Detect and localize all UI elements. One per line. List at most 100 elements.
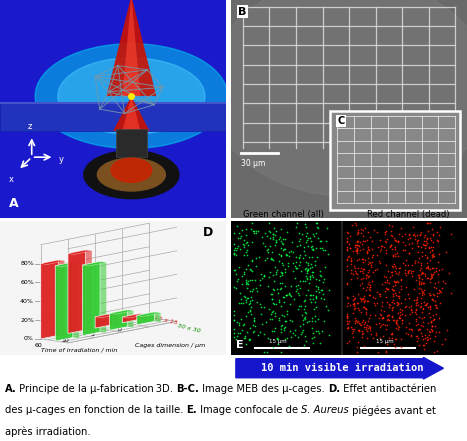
Point [387, 242, 394, 249]
Point [391, 250, 398, 257]
Point [426, 220, 434, 227]
Point [319, 279, 327, 286]
Point [400, 260, 407, 267]
Text: E: E [236, 340, 243, 350]
Point [377, 306, 385, 313]
Point [247, 307, 254, 314]
Point [299, 255, 306, 262]
Polygon shape [68, 250, 85, 333]
Point [364, 245, 371, 252]
Point [428, 322, 436, 329]
Point [350, 300, 358, 307]
Point [276, 234, 284, 241]
Point [425, 243, 432, 250]
Point [230, 247, 237, 254]
Point [235, 321, 243, 329]
Point [386, 243, 393, 250]
Point [411, 259, 419, 266]
Point [270, 300, 277, 307]
Point [432, 329, 440, 336]
Point [277, 323, 284, 330]
Point [362, 306, 370, 313]
Point [248, 258, 255, 265]
Point [308, 254, 316, 261]
Point [243, 285, 251, 292]
Point [413, 306, 420, 313]
Point [421, 335, 428, 342]
Point [366, 286, 373, 293]
Point [381, 322, 389, 329]
Point [418, 288, 426, 295]
Point [399, 247, 407, 254]
Point [435, 328, 443, 335]
Point [433, 236, 440, 243]
Point [352, 317, 359, 324]
Point [427, 248, 434, 255]
Point [303, 239, 310, 246]
Point [234, 329, 241, 336]
Point [263, 232, 271, 239]
Text: D.: D. [328, 385, 340, 394]
Point [243, 247, 251, 254]
Point [239, 321, 247, 328]
Point [430, 253, 438, 260]
Point [347, 232, 354, 239]
Text: 15 x 15: 15 x 15 [154, 315, 178, 325]
Point [278, 269, 286, 277]
Point [394, 310, 402, 317]
Point [391, 278, 398, 285]
Point [383, 250, 390, 257]
Point [295, 290, 302, 297]
Point [297, 236, 304, 243]
Point [266, 316, 274, 323]
Point [385, 334, 393, 341]
Point [230, 284, 237, 291]
Point [405, 266, 413, 273]
Point [276, 286, 283, 293]
Point [409, 245, 416, 252]
Point [312, 295, 320, 302]
Point [359, 246, 367, 253]
Point [391, 243, 398, 250]
Point [275, 299, 282, 306]
Point [368, 238, 376, 245]
Point [413, 299, 420, 306]
Point [364, 261, 372, 268]
Point [257, 277, 264, 284]
Point [402, 303, 409, 310]
Point [394, 238, 401, 245]
Point [245, 335, 253, 342]
Point [310, 334, 318, 341]
Point [295, 262, 302, 269]
Point [413, 295, 420, 302]
Point [363, 297, 370, 304]
Point [371, 227, 378, 234]
Point [413, 237, 420, 244]
Point [415, 274, 423, 281]
Point [354, 245, 361, 252]
Point [419, 318, 426, 325]
Point [242, 226, 250, 233]
Point [311, 262, 318, 269]
Point [349, 327, 357, 334]
Point [343, 325, 350, 332]
Point [360, 299, 368, 306]
Point [419, 304, 426, 311]
Point [389, 312, 396, 319]
Point [432, 285, 439, 292]
Point [425, 228, 432, 235]
Point [301, 296, 309, 303]
Point [296, 229, 303, 236]
Point [318, 295, 325, 302]
Point [414, 236, 422, 243]
Point [438, 289, 445, 296]
Point [302, 272, 310, 279]
Text: Effet antibactérien: Effet antibactérien [340, 385, 437, 394]
Point [309, 268, 317, 275]
Point [321, 246, 328, 253]
Point [353, 250, 361, 257]
Point [300, 306, 308, 313]
Point [242, 232, 250, 239]
Point [277, 285, 284, 292]
Point [243, 239, 251, 246]
